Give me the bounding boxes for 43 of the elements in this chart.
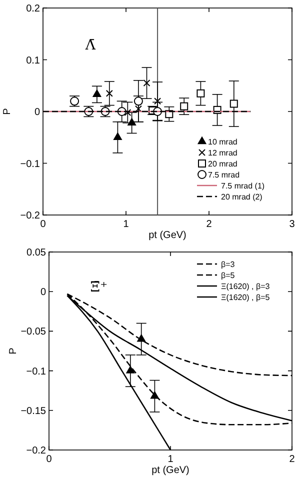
point xyxy=(134,96,143,106)
annotation: Ξ̄⁺ xyxy=(90,280,108,296)
legend-label: 20 mrad (2) xyxy=(221,192,263,202)
legend-label: 7.5 mrad xyxy=(208,170,240,180)
point xyxy=(106,90,113,97)
y-tick-label: −0.1 xyxy=(20,158,40,170)
point xyxy=(134,105,142,112)
y-tick-label: −0.2 xyxy=(26,446,46,456)
y-tick-label: 0.2 xyxy=(26,4,40,14)
x-axis-title: pt (GeV) xyxy=(152,465,190,476)
legend-label: β=3 xyxy=(221,260,236,269)
x-tick-label: 1 xyxy=(168,454,174,465)
legend-label: Ξ(1620) , β=5 xyxy=(221,293,270,302)
legend-label: 10 mrad xyxy=(208,138,238,146)
x-tick-label: 2 xyxy=(289,454,296,465)
legend-label: 12 mrad xyxy=(208,148,238,158)
point xyxy=(230,100,238,108)
y-tick-label: −0.05 xyxy=(20,326,46,338)
annotation: Λ̄ xyxy=(84,37,96,54)
x-tick-label: 2 xyxy=(206,219,212,230)
y-tick-label: 0 xyxy=(40,287,46,298)
y-axis-title: P xyxy=(2,108,13,115)
y-tick-label: 0.1 xyxy=(26,55,40,66)
y-tick-label: −0.1 xyxy=(26,366,46,378)
x-tick-label: 3 xyxy=(289,219,296,230)
point xyxy=(92,89,102,98)
legend-label: β=5 xyxy=(221,271,236,280)
legend-label: 20 mrad xyxy=(208,160,238,168)
point xyxy=(180,102,188,110)
point xyxy=(113,132,122,140)
y-tick-label: −0.15 xyxy=(20,406,46,417)
point xyxy=(126,366,135,374)
y-tick-label: 0.05 xyxy=(26,248,46,258)
point xyxy=(196,89,205,98)
y-tick-label: −0.2 xyxy=(20,210,40,222)
point xyxy=(124,109,132,116)
point xyxy=(136,334,146,342)
legend-label: Ξ(1620) , β=3 xyxy=(221,282,270,291)
legend-label: 7.5 mrad (1) xyxy=(221,182,265,190)
y-tick-label: 0 xyxy=(34,107,40,118)
y-axis-title: P xyxy=(8,347,19,354)
x-axis-title: pt (GeV) xyxy=(148,230,186,241)
x-tick-label: 1 xyxy=(123,219,130,230)
